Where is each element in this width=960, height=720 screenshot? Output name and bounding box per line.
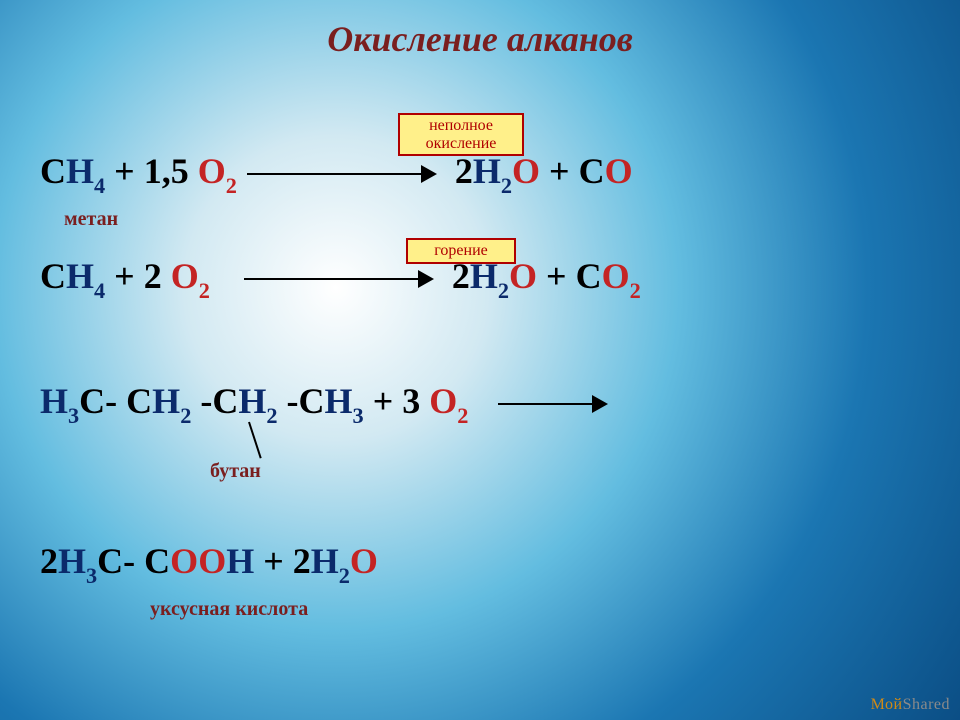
label-acetic: уксусная кислота (150, 598, 308, 621)
butane-marker (248, 422, 262, 459)
eq3-lhs: H3C- CH2 -CH2 -CH3 + 3 O2 (40, 380, 468, 427)
footer-logo: МойShared (871, 696, 950, 714)
tag-combustion: горение (406, 238, 516, 264)
eq2-lhs: CH4 + 2 O2 (40, 255, 210, 302)
eq1-lhs: CH4 + 1,5 O2 (40, 150, 237, 197)
tag-incomplete-oxidation: неполноеокисление (398, 113, 524, 156)
equation-1: CH4 + 1,5 O2 2H2O + CO (40, 150, 920, 197)
arrow-incomplete (247, 162, 437, 186)
arrow-butane (498, 392, 608, 416)
eq1-rhs: 2H2O + CO (455, 150, 633, 197)
eq4-lhs: 2H3C- COOH + 2H2O (40, 540, 378, 587)
equation-3: H3C- CH2 -CH2 -CH3 + 3 O2 (40, 380, 920, 427)
footer-part1: Мой (871, 696, 903, 713)
label-butane: бутан (210, 460, 261, 483)
slide-title: Окисление алканов (0, 18, 960, 60)
label-methane: метан (64, 208, 118, 231)
slide-root: { "title": "Окисление алканов", "tags": … (0, 0, 960, 720)
equation-4: 2H3C- COOH + 2H2O (40, 540, 920, 587)
arrow-combustion (244, 267, 434, 291)
footer-part2: Shared (903, 696, 950, 713)
